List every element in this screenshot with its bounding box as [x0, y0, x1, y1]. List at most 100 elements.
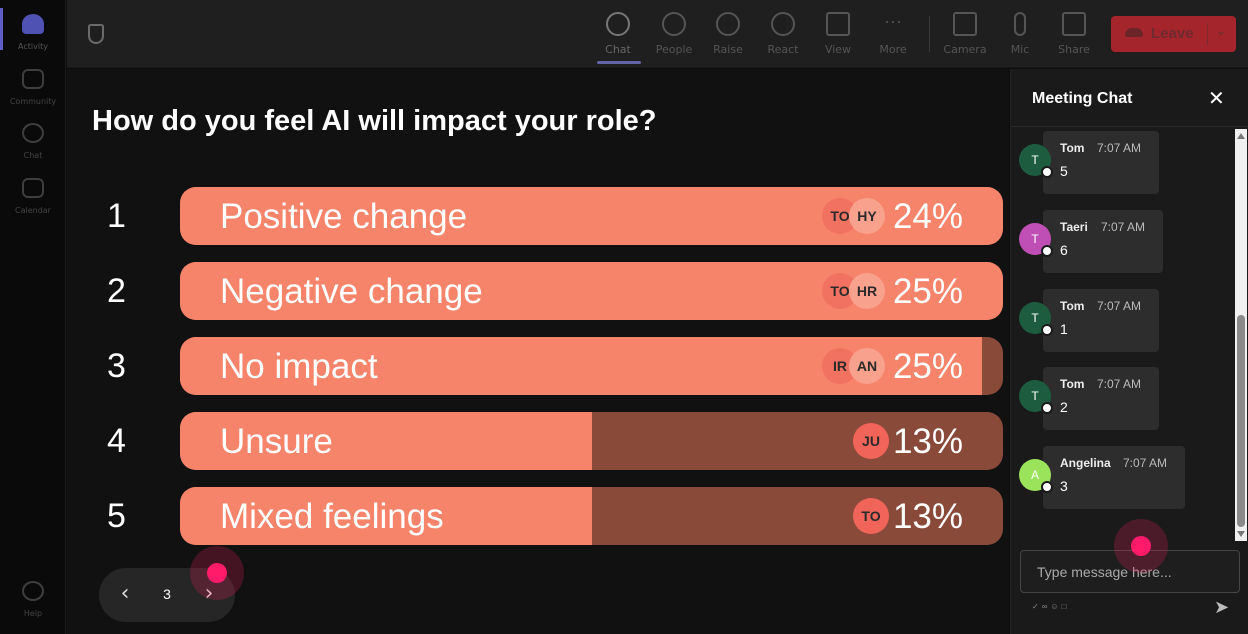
voter-avatar: AN — [849, 348, 885, 384]
chat-message[interactable]: Tom 7:07 AM 5 T — [1011, 131, 1231, 195]
poll-question: How do you feel AI will impact your role… — [92, 105, 657, 137]
sender-name: Tom — [1060, 299, 1085, 313]
poll-option-bar[interactable]: No impact IR AN 25% — [180, 337, 1003, 395]
chat-button[interactable]: Chat — [592, 10, 644, 60]
react-button[interactable]: React — [757, 10, 809, 60]
presence-indicator — [1041, 324, 1053, 336]
close-icon[interactable]: ✕ — [1208, 86, 1225, 110]
format-toolbar[interactable]: ✓∞☺□ — [1032, 602, 1069, 611]
rail-item-label: Help — [23, 609, 43, 618]
message-text: 6 — [1060, 242, 1068, 258]
voter-avatar: JU — [853, 423, 889, 459]
scrollbar-thumb[interactable] — [1237, 315, 1245, 527]
message-bubble: Tom 7:07 AM 5 — [1043, 131, 1159, 194]
message-input[interactable] — [1021, 551, 1239, 592]
message-timestamp: 7:07 AM — [1097, 299, 1142, 313]
poll-option-row: 4 Unsure JU 13% — [67, 412, 1009, 470]
emoji-icon[interactable]: ☺ — [1050, 602, 1062, 611]
gif-icon[interactable]: □ — [1061, 602, 1070, 611]
avatar: T — [1019, 223, 1053, 257]
poll-option-number: 2 — [107, 272, 126, 310]
rail-item-calendar[interactable]: Calendar — [0, 170, 66, 218]
view-button[interactable]: View — [812, 10, 864, 60]
message-compose-box[interactable] — [1020, 550, 1240, 593]
poll-option-row: 5 Mixed feelings TO 13% — [67, 487, 1009, 545]
raise-hand-icon — [716, 12, 740, 36]
chat-icon — [606, 12, 630, 36]
message-timestamp: 7:07 AM — [1097, 141, 1142, 155]
poll-option-bar[interactable]: Positive change TO HY 24% — [180, 187, 1003, 245]
chat-message[interactable]: Tom 7:07 AM 2 T — [1011, 367, 1231, 431]
rail-item-help[interactable]: Help — [0, 573, 66, 621]
presence-indicator — [1041, 402, 1053, 414]
poll-option-label: Unsure — [220, 422, 333, 461]
scroll-down-arrow[interactable] — [1237, 531, 1245, 537]
leave-button-label: Leave — [1151, 25, 1194, 42]
poll-option-label: Negative change — [220, 272, 483, 311]
presence-indicator — [1041, 166, 1053, 178]
active-tab-indicator — [597, 61, 641, 64]
more-button[interactable]: ··· More — [867, 10, 919, 60]
camera-button-label: Camera — [943, 43, 987, 56]
message-text: 2 — [1060, 399, 1068, 415]
camera-button[interactable]: Camera — [939, 10, 991, 60]
voter-avatar: HY — [849, 198, 885, 234]
scroll-up-arrow[interactable] — [1237, 133, 1245, 139]
chevron-down-icon[interactable]: ⌄ — [1215, 22, 1227, 38]
poll-option-number: 4 — [107, 422, 126, 460]
rail-item-label: Community — [9, 97, 57, 106]
poll-option-fill — [180, 487, 592, 545]
app-rail: Activity Community Chat Calendar Help — [0, 0, 66, 634]
message-text: 5 — [1060, 163, 1068, 179]
send-icon[interactable]: ➤ — [1214, 597, 1230, 618]
message-timestamp: 7:07 AM — [1097, 377, 1142, 391]
sender-name: Angelina — [1060, 456, 1111, 470]
view-icon — [826, 12, 850, 36]
poll-option-row: 1 Positive change TO HY 24% — [67, 187, 1009, 245]
leave-button[interactable]: Leave ⌄ — [1111, 16, 1236, 52]
mic-button[interactable]: Mic — [994, 10, 1046, 60]
people-button[interactable]: People — [648, 10, 700, 60]
poll-option-number: 3 — [107, 347, 126, 385]
bell-icon — [22, 14, 44, 34]
chevron-right-icon[interactable]: › — [204, 581, 214, 606]
raise-hand-button[interactable]: Raise — [702, 10, 754, 60]
poll-option-number: 5 — [107, 497, 126, 535]
avatar: T — [1019, 302, 1053, 336]
rail-item-label: Activity — [18, 42, 48, 51]
message-bubble: Angelina 7:07 AM 3 — [1043, 446, 1185, 509]
chat-message[interactable]: Taeri 7:07 AM 6 T — [1011, 210, 1231, 274]
message-bubble: Tom 7:07 AM 2 — [1043, 367, 1159, 430]
chat-message[interactable]: Tom 7:07 AM 1 T — [1011, 289, 1231, 353]
format-icon[interactable]: ✓ — [1032, 602, 1042, 611]
share-button[interactable]: Share — [1048, 10, 1100, 60]
poll-option-percent: 25% — [892, 347, 963, 386]
rail-item-chat[interactable]: Chat — [0, 115, 66, 163]
avatar: A — [1019, 459, 1053, 493]
poll-option-bar[interactable]: Negative change TO HR 25% — [180, 262, 1003, 320]
people-button-label: People — [655, 43, 693, 56]
rail-item-community[interactable]: Community — [0, 61, 66, 109]
message-timestamp: 7:07 AM — [1123, 456, 1168, 470]
meeting-toolbar: Chat People Raise React View ··· More Ca… — [67, 0, 1248, 68]
click-indicator — [1114, 519, 1168, 573]
avatar-initial: T — [1031, 389, 1039, 403]
react-button-label: React — [767, 43, 799, 56]
poll-option-label: Mixed feelings — [220, 497, 444, 536]
people-icon — [662, 12, 686, 36]
more-button-label: More — [879, 43, 907, 56]
view-button-label: View — [824, 43, 852, 56]
attach-icon[interactable]: ∞ — [1041, 602, 1051, 611]
shield-icon[interactable] — [88, 24, 104, 44]
page-number: 3 — [163, 586, 171, 602]
poll-option-bar[interactable]: Mixed feelings TO 13% — [180, 487, 1003, 545]
chevron-left-icon[interactable]: ‹ — [120, 581, 130, 606]
more-icon: ··· — [884, 11, 902, 31]
message-bubble: Taeri 7:07 AM 6 — [1043, 210, 1163, 273]
chat-message[interactable]: Angelina 7:07 AM 3 A — [1011, 446, 1231, 510]
chat-scrollbar[interactable] — [1235, 129, 1247, 541]
avatar: T — [1019, 144, 1053, 178]
avatar-initial: A — [1030, 468, 1039, 482]
rail-item-activity[interactable]: Activity — [0, 6, 66, 54]
poll-option-bar[interactable]: Unsure JU 13% — [180, 412, 1003, 470]
